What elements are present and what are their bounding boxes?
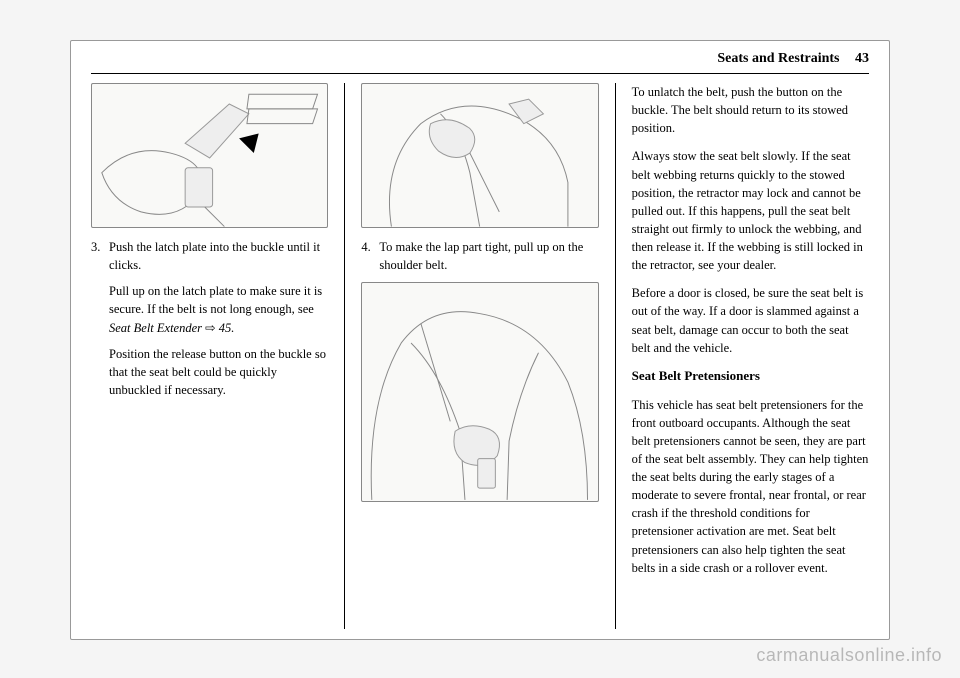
section-title: Seats and Restraints — [717, 51, 839, 66]
pull-shoulder-belt-illustration — [361, 83, 598, 228]
watermark-text: carmanualsonline.info — [756, 645, 942, 666]
door-paragraph: Before a door is closed, be sure the sea… — [632, 284, 869, 357]
content-columns: 3. Push the latch plate into the buckle … — [91, 83, 869, 629]
manual-page: Seats and Restraints 43 3. Pus — [70, 40, 890, 640]
page-number: 43 — [855, 51, 869, 66]
step-3-sub1: Pull up on the latch plate to make sure … — [109, 282, 328, 336]
column-1: 3. Push the latch plate into the buckle … — [91, 83, 328, 629]
step-3-sub2: Position the release button on the buckl… — [109, 345, 328, 399]
step-3: 3. Push the latch plate into the buckle … — [109, 238, 328, 399]
column-2: 4. To make the lap part tight, pull up o… — [361, 83, 598, 629]
column-3: To unlatch the belt, push the button on … — [632, 83, 869, 629]
lap-belt-tighten-illustration — [361, 282, 598, 502]
column-divider — [615, 83, 616, 629]
step-list-col1: 3. Push the latch plate into the buckle … — [91, 238, 328, 399]
step-number: 4. — [361, 238, 370, 256]
step-number: 3. — [91, 238, 100, 256]
reference-icon: ⇨ — [205, 321, 215, 335]
header-rule — [91, 73, 869, 74]
step-text: To make the lap part tight, pull up on t… — [379, 240, 583, 272]
pretensioners-paragraph: This vehicle has seat belt pretensioners… — [632, 396, 869, 577]
column-divider — [344, 83, 345, 629]
unlatch-paragraph: To unlatch the belt, push the button on … — [632, 83, 869, 137]
buckle-latch-illustration — [91, 83, 328, 228]
step-list-col2: 4. To make the lap part tight, pull up o… — [361, 238, 598, 274]
step-4: 4. To make the lap part tight, pull up o… — [379, 238, 598, 274]
pretensioners-heading: Seat Belt Pretensioners — [632, 367, 869, 386]
seat-belt-extender-ref[interactable]: Seat Belt Extender ⇨ 45. — [109, 321, 234, 335]
step-text: Push the latch plate into the buckle unt… — [109, 240, 320, 272]
stow-paragraph: Always stow the seat belt slowly. If the… — [632, 147, 869, 274]
page-header: Seats and Restraints 43 — [717, 51, 869, 67]
